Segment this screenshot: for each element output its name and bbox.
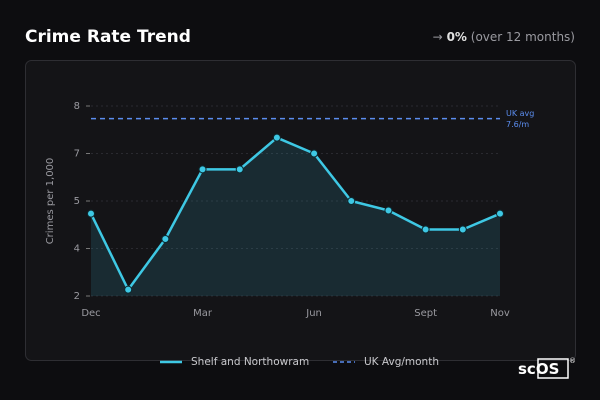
x-tick-label: Jun (305, 308, 322, 319)
reference-annotation: 7.6/m (506, 120, 529, 129)
brand-left: sc (518, 360, 536, 378)
brand: scOS (518, 360, 559, 378)
point (347, 197, 356, 205)
legend-label: UK Avg/month (364, 356, 439, 368)
point (384, 206, 393, 215)
y-tick-label: 7 (74, 149, 80, 160)
brand-box (537, 358, 569, 379)
trend-change: 0% (447, 30, 467, 44)
point (87, 209, 95, 218)
line (89, 136, 501, 291)
point (272, 133, 281, 142)
point (310, 149, 319, 158)
point (198, 165, 207, 174)
reference-annotation: UK avg (506, 109, 534, 118)
trend: → 0% (over 12 months) (433, 30, 575, 44)
y-tick-label: 4 (74, 244, 80, 255)
x-tick-label: Sept (414, 308, 437, 319)
point (496, 209, 504, 218)
trend-period: (over 12 months) (471, 30, 575, 44)
y-axis-label: Crimes per 1,000 (45, 158, 56, 245)
panel (25, 60, 576, 361)
trend-arrow: → (433, 30, 443, 44)
point (124, 285, 133, 294)
point (421, 225, 430, 234)
y-tick-label: 5 (74, 196, 80, 207)
brand-boxed: OS (536, 360, 560, 378)
area (91, 137, 500, 296)
y-tick-label: 8 (74, 101, 80, 112)
point (161, 235, 170, 243)
point (458, 225, 467, 234)
point (235, 165, 244, 174)
y-tick-label: 2 (74, 291, 80, 302)
title: Crime Rate Trend (25, 27, 191, 47)
x-tick-label: Mar (193, 308, 213, 319)
x-tick-label: Dec (81, 308, 100, 319)
legend-label: Shelf and Northowram (191, 356, 309, 368)
brand-mark: ® (569, 357, 576, 365)
x-tick-label: Nov (490, 308, 510, 319)
